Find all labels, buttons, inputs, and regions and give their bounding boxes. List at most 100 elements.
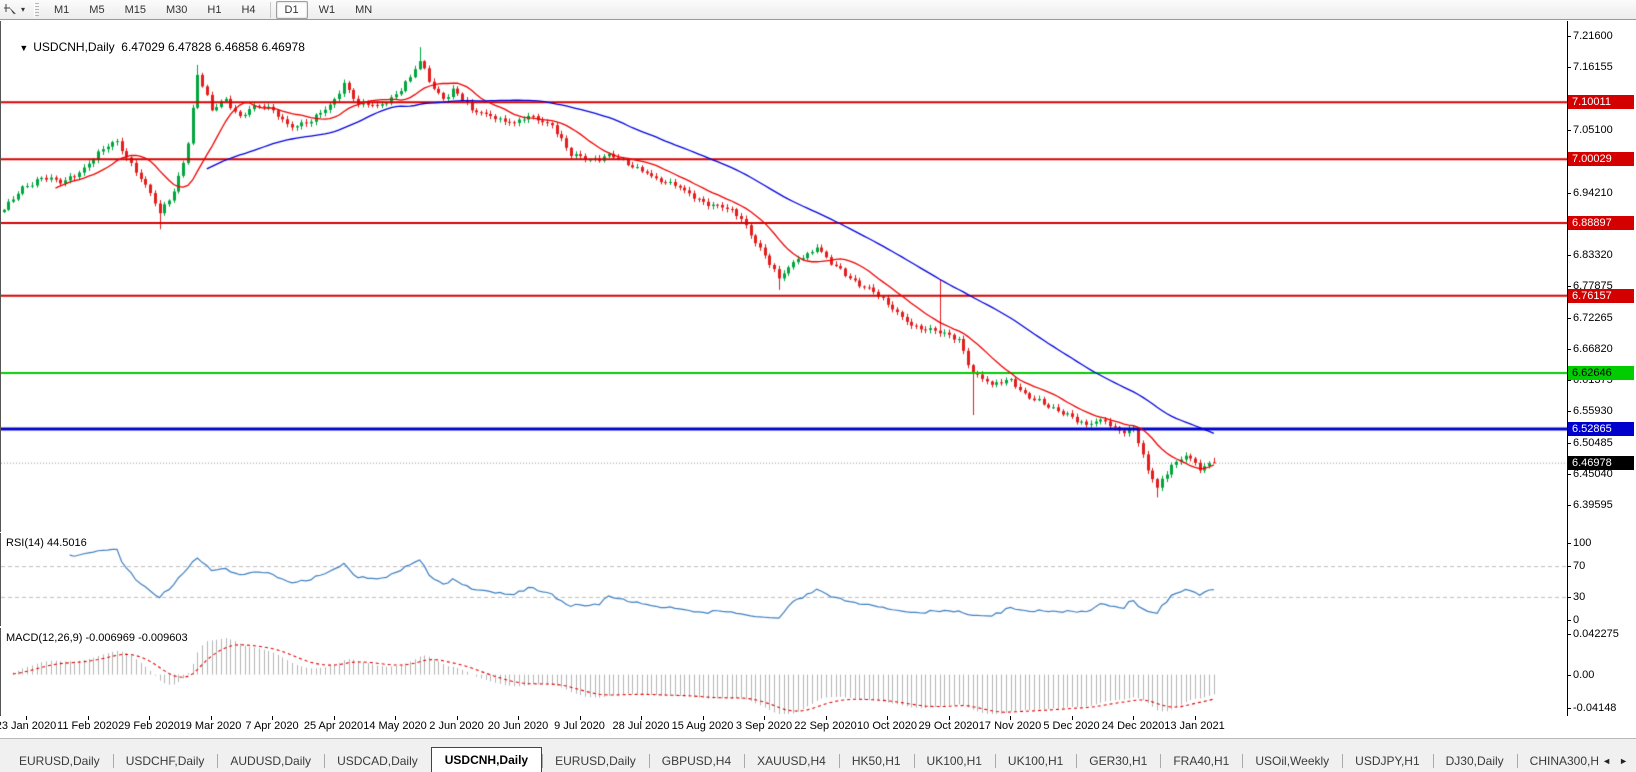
- chart-tab-fra40-h1[interactable]: FRA40,H1: [1160, 750, 1242, 772]
- rsi-panel: [0, 533, 1568, 626]
- date-tick: [948, 716, 950, 720]
- date-tick: [1194, 716, 1196, 720]
- date-tick: [702, 716, 704, 720]
- tab-scroll-left-button[interactable]: ◄: [1602, 756, 1612, 766]
- date-tick: [87, 716, 89, 720]
- chart-tab-usdchf-daily[interactable]: USDCHF,Daily: [112, 750, 218, 772]
- timeframe-button-h1[interactable]: H1: [207, 3, 222, 16]
- date-label: 3 Sep 2020: [735, 720, 793, 732]
- timeframe-button-d1[interactable]: D1: [275, 0, 308, 19]
- timeframe-button-m5[interactable]: M5: [89, 3, 105, 16]
- tab-scroll-arrows: ◄ ►: [1598, 756, 1636, 772]
- chart-tab-usoil-weekly[interactable]: USOil,Weekly: [1242, 750, 1342, 772]
- chart-tab-uk100-h1[interactable]: UK100,H1: [913, 750, 995, 772]
- date-label: 29 Oct 2020: [918, 720, 979, 732]
- macd-chart[interactable]: [1, 629, 1568, 715]
- date-label: 17 Nov 2020: [978, 720, 1042, 732]
- rsi-tick: 0: [1566, 614, 1580, 626]
- candlestick-chart[interactable]: [1, 21, 1568, 531]
- rsi-chart[interactable]: [1, 534, 1568, 625]
- chart-tab-usdjpy-h1[interactable]: USDJPY,H1: [1342, 750, 1432, 772]
- date-label: 28 Jul 2020: [612, 720, 670, 732]
- price-tick: 6.72265: [1567, 312, 1613, 325]
- date-label: 29 Feb 2020: [118, 720, 180, 732]
- date-tick: [333, 716, 335, 720]
- macd-tick: 0.00: [1566, 668, 1595, 681]
- date-tick: [1010, 716, 1011, 720]
- chart-tab-usdcnh-daily[interactable]: USDCNH,Daily: [430, 747, 543, 772]
- chart-tab-uk100-h1[interactable]: UK100,H1: [994, 750, 1076, 772]
- macd-tick: 0.042275: [1567, 627, 1619, 640]
- price-tick: 6.83320: [1567, 248, 1613, 261]
- timeframe-button-mn[interactable]: MN: [355, 3, 373, 16]
- date-tick: [272, 716, 273, 720]
- price-line-label: 7.00029: [1568, 152, 1634, 167]
- date-tick: [518, 716, 519, 720]
- ohlc-close: 6.46978: [261, 40, 305, 54]
- date-tick: [887, 716, 888, 720]
- chart-title: ▼ USDCNH,Daily 6.47029 6.47828 6.46858 6.…: [6, 26, 305, 68]
- chart-tab-gbpusd-h4[interactable]: GBPUSD,H4: [648, 750, 744, 772]
- date-label: 22 Sep 2020: [794, 720, 857, 732]
- main-chart-panel: [0, 21, 1568, 532]
- date-tick: [825, 716, 827, 720]
- date-axis[interactable]: 23 Jan 2020 11 Feb 2020 29 Feb 2020 19 Mar …: [0, 716, 1567, 736]
- date-label: 15 Aug 2020: [671, 720, 734, 732]
- toolbar-grip-handle[interactable]: [34, 2, 40, 17]
- chart-menu-icon[interactable]: ▼: [19, 43, 29, 53]
- date-label: 19 Mar 2020: [179, 720, 242, 732]
- chart-tab-dj30-daily[interactable]: DJ30,Daily: [1432, 750, 1517, 772]
- date-label: 2 Jun 2020: [429, 720, 484, 732]
- timeframe-button-m1[interactable]: M1: [54, 3, 70, 16]
- price-axis-line: [1567, 21, 1568, 716]
- rsi-tick: 70: [1566, 560, 1586, 573]
- price-tick: 6.66820: [1567, 343, 1613, 356]
- tab-scroll-right-button[interactable]: ►: [1619, 756, 1628, 766]
- price-tick: 6.50485: [1567, 436, 1613, 449]
- ohlc-open: 6.47029: [121, 40, 165, 54]
- date-label: 24 Dec 2020: [1101, 720, 1165, 732]
- date-label: 23 Jan 2020: [0, 720, 57, 732]
- macd-indicator-label: MACD(12,26,9) -0.006969 -0.009603: [6, 632, 188, 644]
- timeframe-toolbar: ▾ M1 M5 M15 M30 H1 H4 D1 W1 MN: [0, 0, 1636, 20]
- price-line-label: 7.10011: [1568, 95, 1634, 110]
- rsi-tick: 100: [1566, 537, 1592, 549]
- chart-cursor-icon: [4, 4, 16, 16]
- date-tick: [149, 716, 150, 720]
- chart-tab-eurusd-daily[interactable]: EURUSD,Daily: [19, 754, 100, 768]
- date-label: 7 Apr 2020: [245, 720, 299, 732]
- date-label: 20 Jun 2020: [487, 720, 549, 732]
- timeframe-button-m30[interactable]: M30: [165, 3, 188, 16]
- timeframe-button-m15[interactable]: M15: [124, 3, 146, 16]
- chart-tab-hk50-h1[interactable]: HK50,H1: [838, 750, 914, 772]
- price-tick: 7.05100: [1567, 124, 1613, 137]
- date-tick: [1133, 716, 1134, 720]
- chart-tab-china300-h1[interactable]: CHINA300,H1: [1516, 750, 1598, 772]
- timeframe-button-h4[interactable]: H4: [241, 3, 256, 16]
- macd-panel: [0, 628, 1568, 716]
- price-tick: 6.39595: [1567, 498, 1613, 511]
- timeframe-buttons: M1 M5 M15 M30 H1 H4 D1 W1 MN: [44, 0, 382, 19]
- chart-tab-xauusd-h4[interactable]: XAUUSD,H4: [744, 750, 839, 772]
- date-tick: [26, 716, 27, 720]
- date-tick: [395, 716, 396, 720]
- cursor-tool-button[interactable]: ▾: [0, 0, 29, 19]
- chart-tab-usdcad-daily[interactable]: USDCAD,Daily: [324, 750, 431, 772]
- price-tick: 6.94210: [1567, 186, 1613, 199]
- date-tick: [579, 716, 581, 720]
- price-tick: 6.45040: [1567, 467, 1613, 480]
- chart-tabs: EURUSD,Daily USDCHF,Daily AUDUSD,Daily USDC…: [0, 746, 1598, 772]
- date-tick: [764, 716, 765, 720]
- chevron-down-icon[interactable]: ▾: [21, 5, 26, 14]
- chart-tab-ger30-h1[interactable]: GER30,H1: [1076, 750, 1160, 772]
- chart-tab-audusd-daily[interactable]: AUDUSD,Daily: [217, 750, 324, 772]
- date-tick: [641, 716, 642, 720]
- date-label: 14 May 2020: [363, 720, 427, 732]
- ohlc-high: 6.47828: [168, 40, 212, 54]
- chart-tab-eurusd-daily[interactable]: EURUSD,Daily: [542, 750, 649, 772]
- date-tick: [456, 716, 458, 720]
- price-line-label: 6.76157: [1568, 288, 1634, 303]
- timeframe-button-w1[interactable]: W1: [318, 3, 336, 16]
- price-tick: 6.55930: [1567, 405, 1613, 418]
